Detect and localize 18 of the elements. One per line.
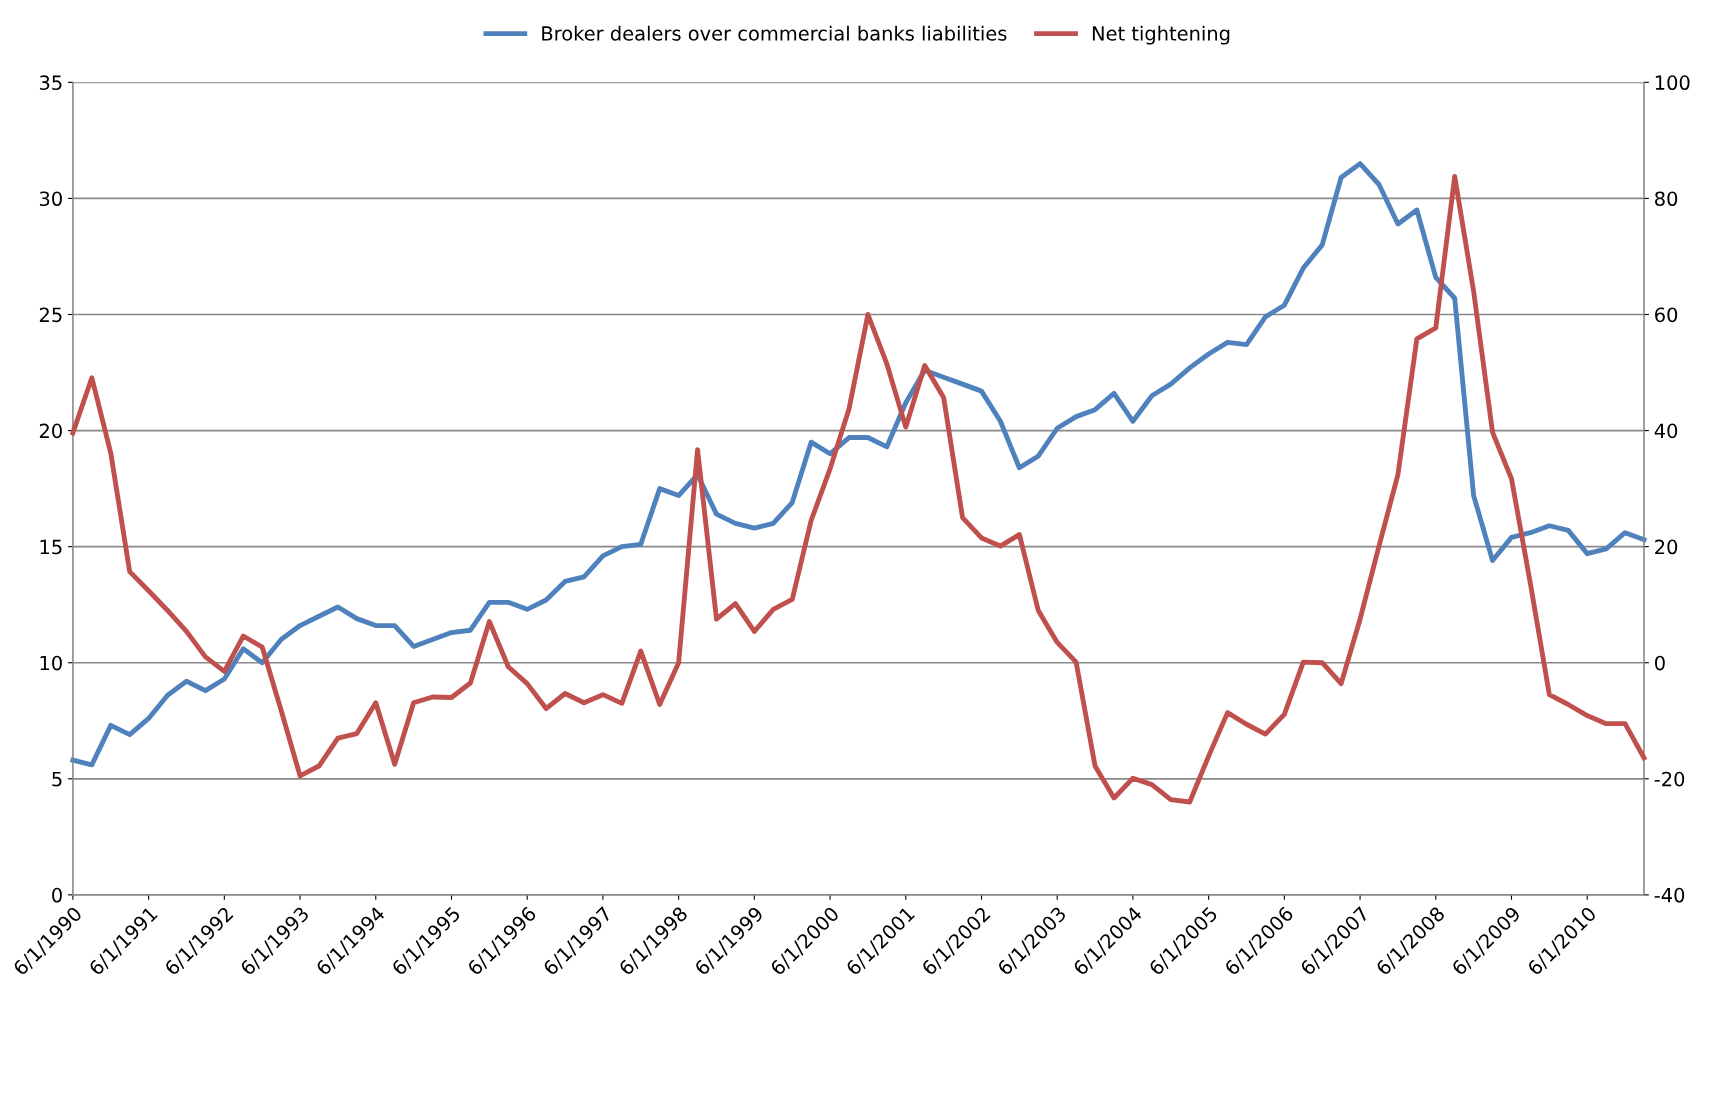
y2-tick-label: 100 [1655, 75, 1690, 91]
y-tick-label: 30 [39, 191, 62, 207]
y-tick-label: 15 [40, 539, 62, 555]
y2-tick-label: -20 [1654, 771, 1685, 787]
legend-label: Broker dealers over commercial banks liabilities [542, 25, 1007, 41]
y2-tick-label: 20 [1655, 539, 1678, 555]
y-tick-label: 35 [39, 75, 62, 91]
y2-tick-label: 60 [1655, 307, 1678, 323]
legend-label: Net tightening [1092, 25, 1230, 45]
y-tick-label: 10 [40, 655, 62, 671]
y2-tick-label: -40 [1654, 887, 1685, 903]
y2-tick-label: 80 [1655, 191, 1678, 207]
y-tick-label: 0 [52, 887, 62, 903]
y-tick-label: 5 [52, 772, 62, 787]
y-tick-label: 25 [39, 307, 62, 323]
y-tick-label: 20 [39, 423, 62, 439]
y2-tick-label: 40 [1654, 423, 1678, 439]
y2-tick-label: 0 [1655, 655, 1665, 671]
